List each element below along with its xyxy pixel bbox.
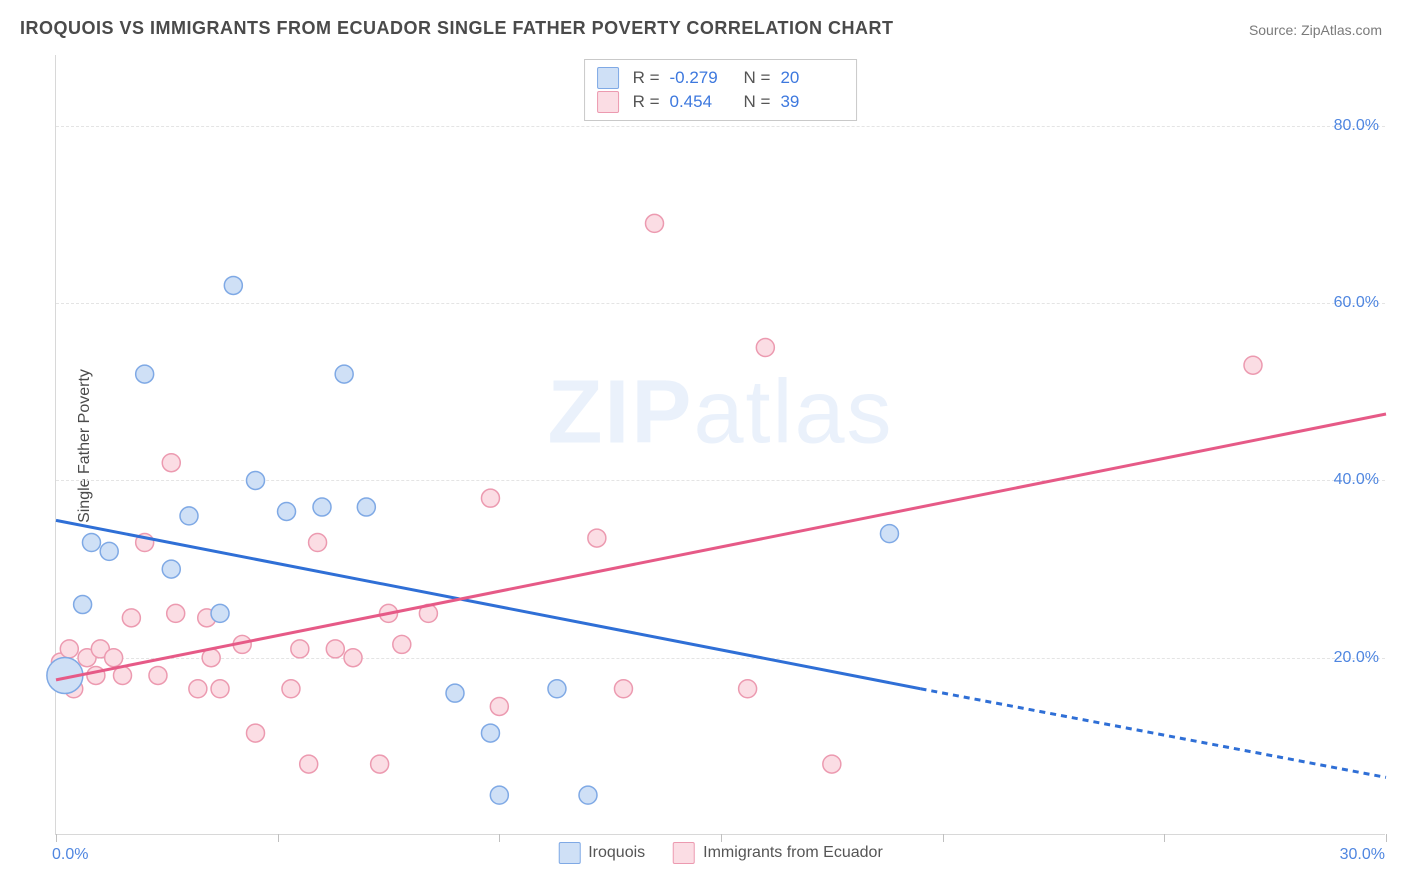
trend-line (56, 414, 1386, 680)
swatch-blue (597, 67, 619, 89)
data-point (74, 596, 92, 614)
source-prefix: Source: (1249, 22, 1301, 38)
legend-swatch-pink (673, 842, 695, 864)
stat-R-blue: -0.279 (670, 66, 730, 90)
stats-row-blue: R = -0.279 N = 20 (597, 66, 841, 90)
data-point (82, 534, 100, 552)
data-point (247, 724, 265, 742)
trend-line (56, 520, 921, 688)
data-point (149, 666, 167, 684)
x-tick-label-right: 30.0% (1340, 846, 1385, 864)
data-point (344, 649, 362, 667)
plot-svg (56, 55, 1385, 834)
data-point (247, 471, 265, 489)
data-point (326, 640, 344, 658)
x-tick (943, 834, 944, 842)
chart-plot-area: ZIPatlas 20.0%40.0%60.0%80.0% R = -0.279… (55, 55, 1385, 835)
stats-row-pink: R = 0.454 N = 39 (597, 90, 841, 114)
data-point (300, 755, 318, 773)
bottom-legend: Iroquois Immigrants from Ecuador (558, 842, 883, 864)
data-point (309, 534, 327, 552)
data-point (167, 604, 185, 622)
data-point (579, 786, 597, 804)
data-point (588, 529, 606, 547)
stat-R-label: R = (633, 66, 660, 90)
data-point (224, 276, 242, 294)
x-tick (499, 834, 500, 842)
legend-item-pink: Immigrants from Ecuador (673, 842, 883, 864)
stat-N-blue: 20 (780, 66, 840, 90)
stat-N-pink: 39 (780, 90, 840, 114)
data-point (100, 542, 118, 560)
data-point (278, 502, 296, 520)
x-tick (721, 834, 722, 842)
data-point (122, 609, 140, 627)
data-point (756, 339, 774, 357)
x-tick (1164, 834, 1165, 842)
data-point (282, 680, 300, 698)
legend-swatch-blue (558, 842, 580, 864)
trend-line (921, 689, 1387, 778)
data-point (490, 697, 508, 715)
legend-label-pink: Immigrants from Ecuador (703, 844, 883, 862)
swatch-pink (597, 91, 619, 113)
data-point (136, 365, 154, 383)
source-attribution: Source: ZipAtlas.com (1249, 22, 1382, 38)
data-point (446, 684, 464, 702)
data-point (313, 498, 331, 516)
data-point (162, 454, 180, 472)
data-point (335, 365, 353, 383)
data-point (180, 507, 198, 525)
data-point (211, 604, 229, 622)
stats-legend-box: R = -0.279 N = 20 R = 0.454 N = 39 (584, 59, 858, 121)
x-tick-label-left: 0.0% (52, 846, 88, 864)
data-point (371, 755, 389, 773)
data-point (481, 489, 499, 507)
x-tick (56, 834, 57, 842)
data-point (162, 560, 180, 578)
source-name: ZipAtlas.com (1301, 22, 1382, 38)
legend-item-blue: Iroquois (558, 842, 645, 864)
data-point (211, 680, 229, 698)
data-point (1244, 356, 1262, 374)
data-point (357, 498, 375, 516)
stat-R-pink: 0.454 (670, 90, 730, 114)
data-point (880, 525, 898, 543)
chart-title: IROQUOIS VS IMMIGRANTS FROM ECUADOR SING… (20, 18, 894, 39)
legend-label-blue: Iroquois (588, 844, 645, 862)
data-point (490, 786, 508, 804)
data-point (393, 635, 411, 653)
x-tick (1386, 834, 1387, 842)
data-point (739, 680, 757, 698)
data-point (189, 680, 207, 698)
stat-N-label: N = (744, 90, 771, 114)
data-point (291, 640, 309, 658)
x-tick (278, 834, 279, 842)
data-point (481, 724, 499, 742)
data-point (548, 680, 566, 698)
data-point (105, 649, 123, 667)
stat-R-label: R = (633, 90, 660, 114)
stat-N-label: N = (744, 66, 771, 90)
data-point (614, 680, 632, 698)
data-point (646, 214, 664, 232)
data-point (60, 640, 78, 658)
data-point (823, 755, 841, 773)
